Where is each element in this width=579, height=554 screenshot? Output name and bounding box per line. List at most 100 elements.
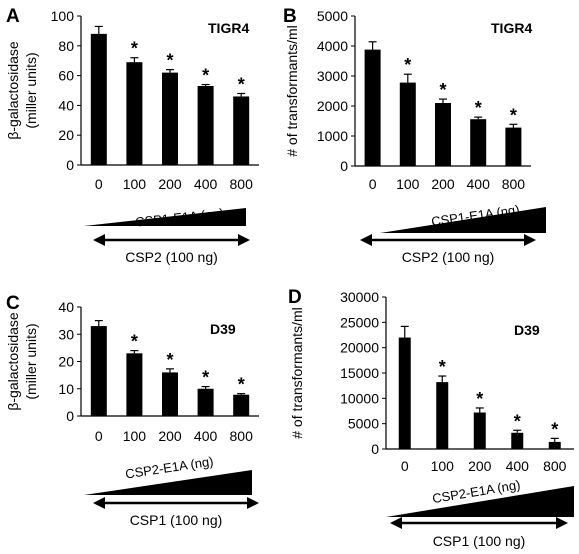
arrow-head-right xyxy=(247,497,259,509)
y-tick-label: 30 xyxy=(58,326,74,342)
y-axis-title: β-galactosidase xyxy=(5,41,21,140)
significance-star: * xyxy=(476,389,483,409)
x-tick-label: 100 xyxy=(123,176,147,192)
bar xyxy=(364,49,381,166)
significance-star: * xyxy=(166,350,173,370)
significance-star: * xyxy=(551,419,558,439)
arrow-label: CSP1 (100 ng) xyxy=(433,533,526,549)
y-tick-label: 10000 xyxy=(340,390,379,406)
x-tick-label: 100 xyxy=(123,428,147,444)
arrow-head-right xyxy=(238,234,250,246)
significance-star: * xyxy=(439,357,446,377)
x-tick-label: 200 xyxy=(158,176,182,192)
y-tick-label: 3000 xyxy=(317,68,348,84)
significance-star: * xyxy=(404,55,411,75)
arrow-head-left xyxy=(390,517,402,529)
panel-letter: C xyxy=(6,293,20,314)
significance-star: * xyxy=(475,98,482,118)
bar xyxy=(511,432,524,449)
x-tick-label: 0 xyxy=(95,428,103,444)
significance-star: * xyxy=(166,51,173,71)
y-tick-label: 40 xyxy=(58,97,74,113)
x-tick-label: 0 xyxy=(369,176,377,192)
gradient-wedge xyxy=(380,207,546,233)
significance-star: * xyxy=(510,105,517,125)
bar xyxy=(197,86,214,165)
x-tick-label: 0 xyxy=(401,458,409,474)
y-axis-title: β-galactosidase xyxy=(5,312,21,411)
arrow-head-right xyxy=(556,517,568,529)
x-tick-label: 800 xyxy=(543,458,567,474)
bar xyxy=(399,82,416,166)
y-tick-label: 60 xyxy=(58,68,74,84)
bar xyxy=(398,337,411,449)
y-tick-label: 4000 xyxy=(317,38,348,54)
x-tick-label: 400 xyxy=(467,176,491,192)
bar xyxy=(473,412,486,449)
significance-star: * xyxy=(131,332,138,352)
x-tick-label: 800 xyxy=(502,176,526,192)
gradient-wedge xyxy=(386,486,574,517)
arrow-label: CSP2 (100 ng) xyxy=(402,249,495,265)
y-tick-label: 2000 xyxy=(317,98,348,114)
y-tick-label: 40 xyxy=(58,299,74,315)
y-tick-label: 100 xyxy=(51,8,75,24)
x-tick-label: 100 xyxy=(431,458,455,474)
x-tick-label: 200 xyxy=(158,428,182,444)
bar xyxy=(548,441,561,449)
bar xyxy=(162,72,178,165)
gradient-wedge xyxy=(84,208,246,226)
arrow-label: CSP1 (100 ng) xyxy=(130,512,223,528)
y-tick-label: 0 xyxy=(340,158,348,174)
significance-star: * xyxy=(514,411,521,431)
y-tick-label: 0 xyxy=(66,157,74,173)
panel-letter: B xyxy=(283,6,297,27)
bar xyxy=(197,388,214,416)
arrow-head-left xyxy=(93,497,105,509)
arrow-head-left xyxy=(93,234,105,246)
x-tick-label: 800 xyxy=(230,176,254,192)
bar xyxy=(126,62,143,165)
gradient-wedge xyxy=(84,470,252,495)
arrow-head-left xyxy=(360,234,372,246)
y-tick-label: 80 xyxy=(58,38,74,54)
y-axis-title: # of transformants/ml xyxy=(284,25,300,157)
x-tick-label: 400 xyxy=(194,428,218,444)
arrow-head-right xyxy=(524,234,536,246)
arrow-label: CSP2 (100 ng) xyxy=(125,249,218,265)
panel-a: A 0 20 40 60 80 100 β-galactosidase (miller unit… xyxy=(5,6,259,265)
bar xyxy=(470,119,487,166)
significance-star: * xyxy=(238,375,245,395)
panel-c: C 0 10 20 30 40 β-galactosidase (miller units) D… xyxy=(5,293,259,528)
chart-title: TIGR4 xyxy=(208,20,249,36)
x-tick-label: 800 xyxy=(230,428,254,444)
y-tick-label: 20 xyxy=(58,354,74,370)
x-tick-label: 400 xyxy=(194,176,218,192)
bar xyxy=(436,382,449,449)
chart-title: D39 xyxy=(514,322,540,338)
y-tick-label: 10 xyxy=(58,381,74,397)
bar xyxy=(90,33,107,165)
gradient-label: CSP2-E1A (ng) xyxy=(124,454,214,482)
bar xyxy=(505,127,522,166)
y-tick-label: 0 xyxy=(371,441,379,457)
x-tick-label: 200 xyxy=(468,458,492,474)
panel-letter: A xyxy=(6,6,20,27)
x-tick-label: 200 xyxy=(431,176,455,192)
y-tick-label: 25000 xyxy=(340,314,379,330)
y-tick-label: 5000 xyxy=(317,8,348,24)
bar xyxy=(233,96,250,165)
bar xyxy=(162,372,178,416)
y-axis-title: (miller units) xyxy=(23,323,39,399)
panel-letter: D xyxy=(288,287,302,308)
significance-star: * xyxy=(131,39,138,59)
y-tick-label: 30000 xyxy=(340,289,379,305)
bar xyxy=(90,326,107,416)
panel-d: D 0 5000 10000 15000 20000 25000 30000 # of tran… xyxy=(288,287,574,549)
y-tick-label: 5000 xyxy=(348,416,379,432)
y-axis-title: (miller units) xyxy=(23,52,39,128)
bar xyxy=(126,353,143,416)
significance-star: * xyxy=(439,80,446,100)
